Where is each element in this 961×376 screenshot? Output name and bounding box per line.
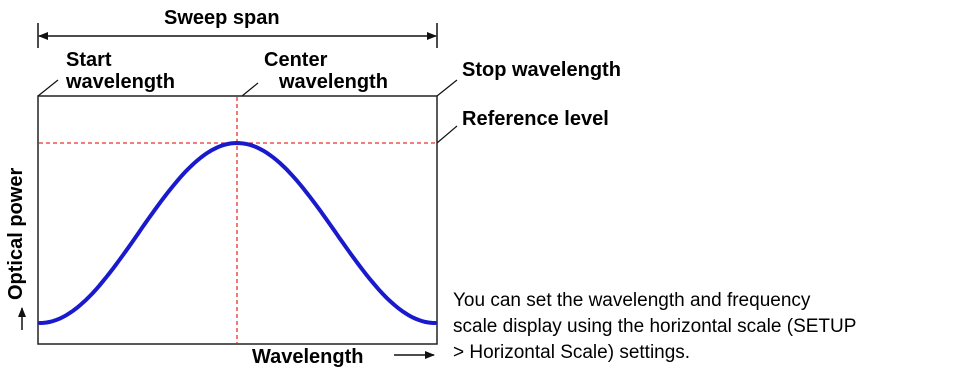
start-wavelength-line-2: wavelength bbox=[66, 71, 175, 93]
stop-wavelength-label: Stop wavelength bbox=[462, 59, 621, 81]
center-wavelength-leader bbox=[242, 83, 258, 96]
start-wavelength-leader bbox=[38, 80, 58, 96]
x-axis-label: Wavelength bbox=[252, 346, 364, 368]
start-wavelength-label: Start wavelength bbox=[66, 49, 175, 93]
y-axis-label: Optical power bbox=[5, 168, 28, 300]
horizontal-scale-note: You can set the wavelength and frequency… bbox=[453, 288, 856, 366]
center-wavelength-label: Center wavelength bbox=[264, 49, 388, 93]
reference-level-label: Reference level bbox=[462, 108, 609, 130]
center-wavelength-line-1: Center bbox=[264, 49, 388, 71]
note-line-3: > Horizontal Scale) settings. bbox=[453, 340, 856, 366]
note-line-2: scale display using the horizontal scale… bbox=[453, 314, 856, 340]
note-line-1: You can set the wavelength and frequency bbox=[453, 288, 856, 314]
start-wavelength-line-1: Start bbox=[66, 49, 175, 71]
center-wavelength-line-2: wavelength bbox=[264, 71, 388, 93]
sweep-span-label: Sweep span bbox=[164, 7, 280, 29]
reference-level-leader bbox=[437, 126, 457, 143]
stop-wavelength-leader bbox=[437, 80, 457, 96]
